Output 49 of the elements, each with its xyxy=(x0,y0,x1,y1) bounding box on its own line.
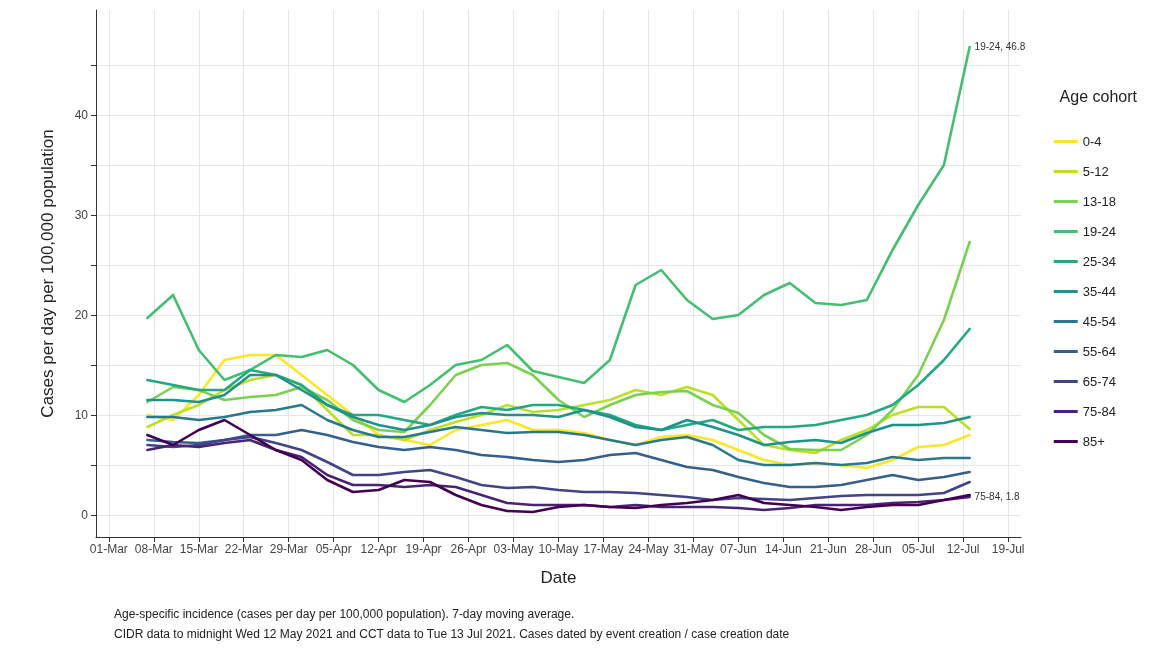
annotation: 19-24, 46.8 xyxy=(974,40,1026,52)
text: Age-specific incidence (cases per day per 100,000 population). 7-day moving average. xyxy=(114,607,575,621)
x-tick-label: 14-Jun xyxy=(764,542,802,556)
x-tick-label: 15-Mar xyxy=(179,542,218,556)
x-tick-label: 24-May xyxy=(628,542,669,556)
x-tick-label: 10-May xyxy=(538,542,579,556)
x-tick-label: 21-Jun xyxy=(809,542,847,556)
x-tick-label: 19-Jul xyxy=(991,542,1025,556)
x-tick-label: 12-Apr xyxy=(360,542,397,556)
x-axis-title: Date xyxy=(540,568,577,587)
x-tick-label: 05-Apr xyxy=(315,542,352,556)
line-series xyxy=(146,45,971,404)
y-tick-label: 20 xyxy=(74,308,89,322)
y-axis-title: Cases per day per 100,000 population xyxy=(38,129,57,418)
x-tick-label: 31-May xyxy=(673,542,714,556)
y-tick-label: 40 xyxy=(74,108,89,122)
legend-label: 25-34 xyxy=(1082,254,1116,269)
legend-label: 5-12 xyxy=(1082,164,1109,179)
line-series xyxy=(146,418,971,514)
legend-label: 85+ xyxy=(1082,434,1105,449)
x-tick-label: 08-Mar xyxy=(134,542,173,556)
legend-label: 13-18 xyxy=(1082,194,1116,209)
x-tick-label: 12-Jul xyxy=(946,542,980,556)
x-tick-label: 28-Jun xyxy=(854,542,892,556)
legend-label: 19-24 xyxy=(1082,224,1116,239)
x-tick-label: 17-May xyxy=(583,542,624,556)
line-series xyxy=(146,403,971,467)
legend-label: 35-44 xyxy=(1082,284,1116,299)
x-tick-label: 26-Apr xyxy=(450,542,487,556)
legend-label: 65-74 xyxy=(1082,374,1116,389)
x-tick-label: 22-Mar xyxy=(224,542,263,556)
x-tick-label: 19-Apr xyxy=(405,542,442,556)
y-tick-label: 10 xyxy=(74,408,89,422)
text: CIDR data to midnight Wed 12 May 2021 and CCT data to Tue 13 Jul 2021. Cases dated by event creation / case creation date xyxy=(114,627,790,641)
x-tick-label: 01-Mar xyxy=(89,542,128,556)
x-tick-label: 29-Mar xyxy=(269,542,308,556)
legend-label: 0-4 xyxy=(1082,134,1102,149)
x-tick-label: 03-May xyxy=(493,542,534,556)
legend-title: Age cohort xyxy=(1059,87,1138,105)
legend-label: 45-54 xyxy=(1082,314,1116,329)
y-tick-label: 30 xyxy=(74,208,89,222)
x-tick-label: 07-Jun xyxy=(720,542,757,556)
annotation: 75-84, 1.8 xyxy=(974,490,1021,502)
legend-label: 55-64 xyxy=(1082,344,1116,359)
y-tick-label: 0 xyxy=(81,508,89,522)
x-tick-label: 05-Jul xyxy=(901,542,935,556)
line-series xyxy=(146,435,971,502)
line-series xyxy=(146,428,971,489)
legend-label: 75-84 xyxy=(1082,404,1116,419)
